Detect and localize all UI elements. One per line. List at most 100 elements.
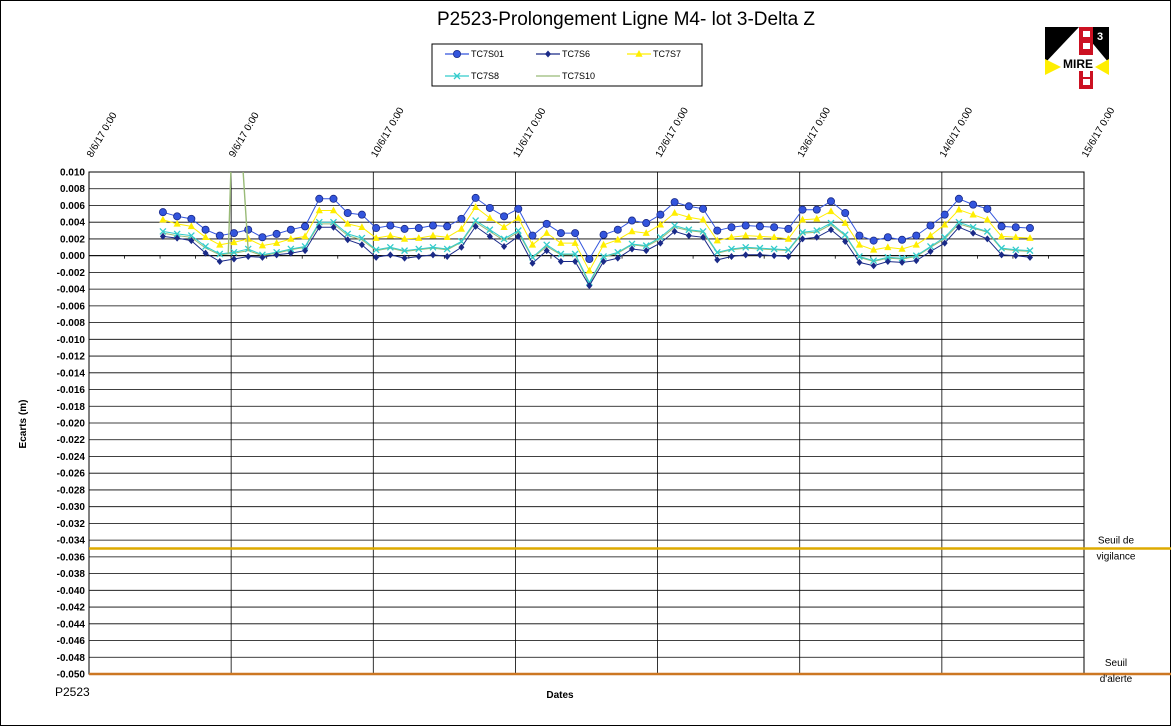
data-point <box>187 214 196 223</box>
data-point-stroke <box>983 227 991 235</box>
data-point <box>329 194 338 203</box>
data-point <box>727 223 736 232</box>
data-point-stroke <box>841 231 849 239</box>
legend-label: TC7S7 <box>653 49 681 59</box>
data-point <box>358 234 366 242</box>
data-point <box>258 233 267 242</box>
data-point <box>543 247 550 255</box>
data-point <box>585 266 593 274</box>
data-point <box>273 251 280 259</box>
data-point <box>415 253 422 261</box>
y-tick-label: -0.004 <box>57 285 86 296</box>
y-tick-label: -0.044 <box>57 619 86 630</box>
data-point <box>685 232 692 240</box>
data-point <box>428 221 437 230</box>
data-point <box>600 258 607 266</box>
data-point-stroke <box>912 252 920 260</box>
data-point <box>1012 233 1020 241</box>
data-point <box>373 253 380 261</box>
data-point <box>983 204 992 213</box>
data-point <box>287 234 295 242</box>
data-point <box>685 226 693 234</box>
data-point <box>201 225 210 234</box>
threshold-label: Seuil de <box>1098 536 1135 547</box>
data-point <box>883 233 892 242</box>
data-point-stroke <box>642 242 650 250</box>
data-point <box>401 247 409 255</box>
data-point <box>216 258 223 266</box>
data-point <box>699 204 708 213</box>
data-point <box>372 246 380 254</box>
data-point <box>429 251 436 259</box>
data-point <box>386 221 395 230</box>
data-point <box>756 244 764 252</box>
y-tick-label: -0.048 <box>57 653 86 664</box>
data-point-stroke <box>600 253 608 260</box>
data-point <box>301 232 309 240</box>
data-point <box>1026 234 1034 241</box>
data-point <box>784 224 793 233</box>
logo-yellow-left <box>1045 59 1061 75</box>
data-point <box>955 205 963 213</box>
data-point <box>315 218 323 226</box>
data-point-stroke <box>870 257 878 265</box>
legend-entry: TC7S01 <box>445 49 504 59</box>
data-point-stroke <box>429 243 437 251</box>
data-point <box>784 246 792 254</box>
data-point <box>302 247 309 255</box>
data-point <box>869 236 878 245</box>
data-point <box>400 234 409 242</box>
data-point <box>842 237 849 245</box>
legend-label: TC7S01 <box>471 49 504 59</box>
y-tick-label: -0.018 <box>57 402 86 413</box>
data-point <box>500 223 508 231</box>
data-point <box>997 232 1006 240</box>
data-point <box>870 245 878 253</box>
y-tick-label: -0.016 <box>57 385 86 396</box>
data-point-stroke <box>557 250 565 258</box>
data-point <box>813 214 821 222</box>
logo-text-bg <box>1063 55 1093 71</box>
threshold-label: d'alerte <box>1100 674 1133 685</box>
data-point <box>571 250 579 258</box>
data-point <box>1026 247 1034 255</box>
data-point <box>453 72 461 80</box>
data-point-stroke <box>486 226 494 234</box>
data-point <box>940 210 949 219</box>
data-point <box>656 233 664 241</box>
y-tick-label: -0.040 <box>57 586 86 597</box>
data-point <box>557 239 565 246</box>
data-point-stroke <box>742 243 750 251</box>
data-point <box>1026 253 1033 261</box>
data-point <box>330 218 337 226</box>
data-point <box>599 240 608 248</box>
data-point <box>472 203 480 210</box>
data-point <box>514 204 523 213</box>
data-point <box>856 258 863 266</box>
y-tick-label: 0.010 <box>60 168 85 179</box>
data-point <box>272 229 281 238</box>
series-tc7s10-spike <box>227 172 249 254</box>
data-point <box>855 253 863 260</box>
data-point-stroke <box>884 253 892 261</box>
data-point <box>216 250 224 258</box>
data-point-stroke <box>969 223 977 231</box>
data-point <box>714 256 721 264</box>
data-point-stroke <box>301 243 309 250</box>
data-point <box>713 248 721 256</box>
data-point <box>245 253 252 261</box>
data-point-stroke <box>813 227 821 235</box>
data-point <box>501 242 508 250</box>
data-point <box>855 240 864 248</box>
y-tick-label: -0.014 <box>57 368 86 379</box>
data-point-stroke <box>514 227 522 235</box>
data-point <box>756 232 764 240</box>
series-group <box>158 193 1034 290</box>
series-tc7s8 <box>159 217 1034 286</box>
data-point <box>414 224 423 233</box>
data-point-stroke <box>656 233 664 241</box>
data-point <box>401 254 408 262</box>
footnote: P2523 <box>55 685 90 699</box>
x-axis-label: Dates <box>546 690 574 701</box>
data-point-stroke <box>173 230 181 238</box>
